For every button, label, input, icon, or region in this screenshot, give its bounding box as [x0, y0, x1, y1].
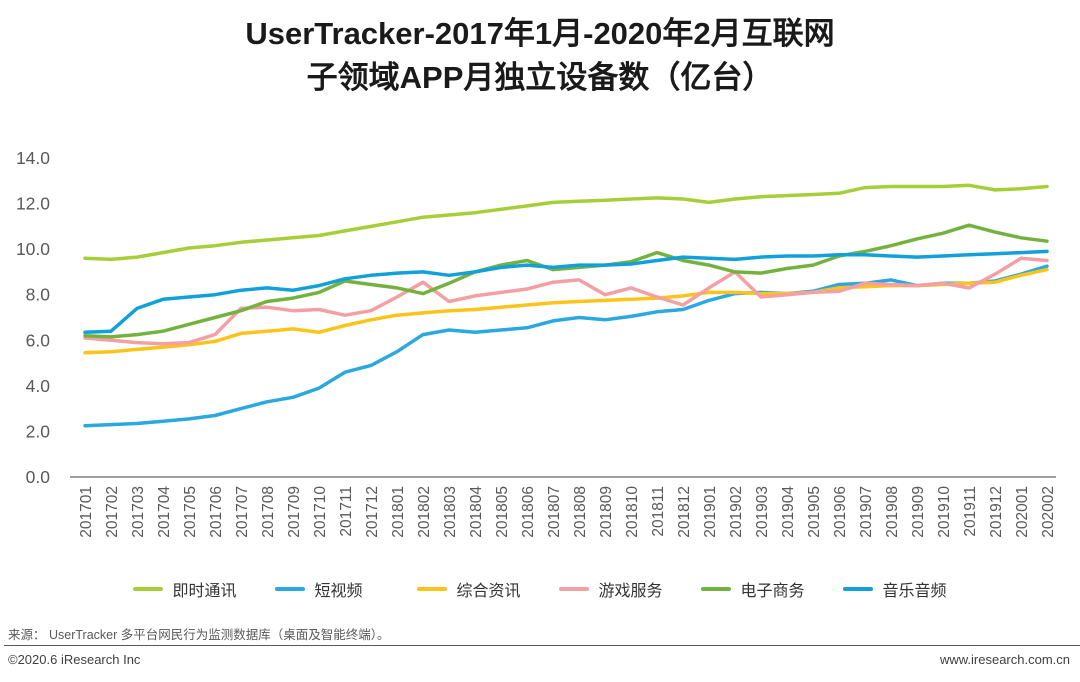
x-axis-tick-label: 201704: [156, 486, 173, 538]
legend-item-e-commerce: 电子商务: [701, 577, 843, 601]
chart-title: UserTracker-2017年1月-2020年2月互联网 子领域APP月独立…: [0, 12, 1080, 100]
legend-label-music-audio: 音乐音频: [882, 583, 947, 600]
x-axis-tick-label: 201810: [624, 486, 641, 538]
x-axis-tick-label: 201710: [312, 486, 329, 538]
x-axis-tick-label: 201912: [988, 486, 1005, 538]
series-line-short-video: [83, 264, 1049, 428]
x-axis-tick-label: 201911: [962, 486, 979, 537]
x-axis-tick-label: 201909: [910, 486, 927, 538]
legend-swatch-short-video: [275, 587, 306, 591]
footer-divider: [4, 645, 1080, 646]
x-axis-tick-label: 201811: [650, 486, 667, 537]
x-axis-tick-label: 201906: [832, 486, 849, 538]
copyright-text: ©2020.6 iResearch Inc: [8, 652, 141, 667]
series-line-e-commerce: [83, 223, 1049, 339]
legend-item-instant-messaging: 即时通讯: [133, 577, 275, 601]
x-axis-tick-label: 201707: [234, 486, 251, 538]
x-axis-tick-label: 201905: [806, 486, 823, 538]
y-axis-tick-label: 0.0: [26, 467, 51, 487]
source-note: 来源： UserTracker 多平台网民行为监测数据库（桌面及智能终端）。: [8, 628, 390, 642]
x-axis-tick-label: 202002: [1040, 486, 1057, 538]
x-axis-tick-label: 201703: [130, 486, 147, 538]
y-axis-tick-label: 8.0: [26, 285, 51, 305]
x-axis-tick-label: 201807: [546, 486, 563, 538]
y-axis-tick-label: 6.0: [26, 330, 51, 350]
legend-item-game-services: 游戏服务: [559, 577, 701, 601]
y-axis-tick-label: 10.0: [16, 239, 50, 259]
x-axis-tick-label: 201804: [468, 486, 485, 538]
legend-label-instant-messaging: 即时通讯: [172, 583, 237, 600]
y-axis-tick-label: 12.0: [16, 194, 50, 214]
x-axis-tick-label: 201706: [208, 486, 225, 538]
x-axis-tick-label: 201709: [286, 486, 303, 538]
y-axis-tick-label: 14.0: [16, 148, 50, 168]
series-line-instant-messaging: [83, 183, 1049, 262]
x-axis-tick-label: 201702: [104, 486, 121, 538]
x-axis-tick-label: 201708: [260, 486, 277, 538]
y-axis-tick-label: 4.0: [26, 376, 51, 396]
legend-label-news-feed: 综合资讯: [456, 583, 521, 600]
legend-item-news-feed: 综合资讯: [417, 577, 559, 601]
series-line-music-audio: [83, 249, 1049, 335]
x-axis-tick-label: 201910: [936, 486, 953, 538]
legend-label-short-video: 短视频: [314, 583, 363, 600]
website-url: www.iresearch.com.cn: [939, 652, 1070, 667]
line-chart: 0.0 2.0 4.0 6.0 8.0 10.0 12.0 14.0 201701 201702 2…: [16, 148, 1057, 538]
x-axis-tick-label: 201705: [182, 486, 199, 538]
x-axis-tick-label: 202001: [1014, 486, 1031, 538]
x-axis-tick-label: 201701: [78, 486, 95, 538]
x-axis-tick-label: 201806: [520, 486, 537, 538]
chart-title-line1: UserTracker-2017年1月-2020年2月互联网: [245, 16, 835, 51]
x-axis-tick-label: 201812: [676, 486, 693, 538]
x-axis-tick-label: 201712: [364, 486, 381, 538]
legend-swatch-music-audio: [843, 587, 874, 591]
chart-title-line2: 子领域APP月独立设备数（亿台）: [306, 60, 774, 95]
x-axis-tick-label: 201802: [416, 486, 433, 538]
x-axis-tick-label: 201902: [728, 486, 745, 538]
x-axis-tick-label: 201808: [572, 486, 589, 538]
legend-label-e-commerce: 电子商务: [740, 583, 805, 600]
x-axis-tick-label: 201803: [442, 486, 459, 538]
x-axis-tick-label: 201904: [780, 486, 797, 538]
y-axis-tick-label: 2.0: [26, 421, 51, 441]
legend-swatch-instant-messaging: [133, 587, 164, 591]
x-axis-tick-label: 201805: [494, 486, 511, 538]
x-axis-tick-label: 201903: [754, 486, 771, 538]
legend-item-short-video: 短视频: [275, 577, 417, 601]
legend-swatch-game-services: [559, 587, 590, 591]
legend-swatch-e-commerce: [701, 587, 732, 591]
x-axis-tick-label: 201901: [702, 486, 719, 538]
x-axis-tick-label: 201907: [858, 486, 875, 538]
x-axis-tick-label: 201908: [884, 486, 901, 538]
legend-item-music-audio: 音乐音频: [843, 577, 947, 601]
x-axis-tick-label: 201711: [338, 486, 355, 537]
x-axis-tick-label: 201809: [598, 486, 615, 538]
x-axis-tick-label: 201801: [390, 486, 407, 538]
legend-swatch-news-feed: [417, 587, 448, 591]
legend: 即时通讯 短视频 综合资讯 游戏服务 电子商务 音乐音频: [0, 577, 1080, 601]
legend-label-game-services: 游戏服务: [598, 583, 663, 600]
